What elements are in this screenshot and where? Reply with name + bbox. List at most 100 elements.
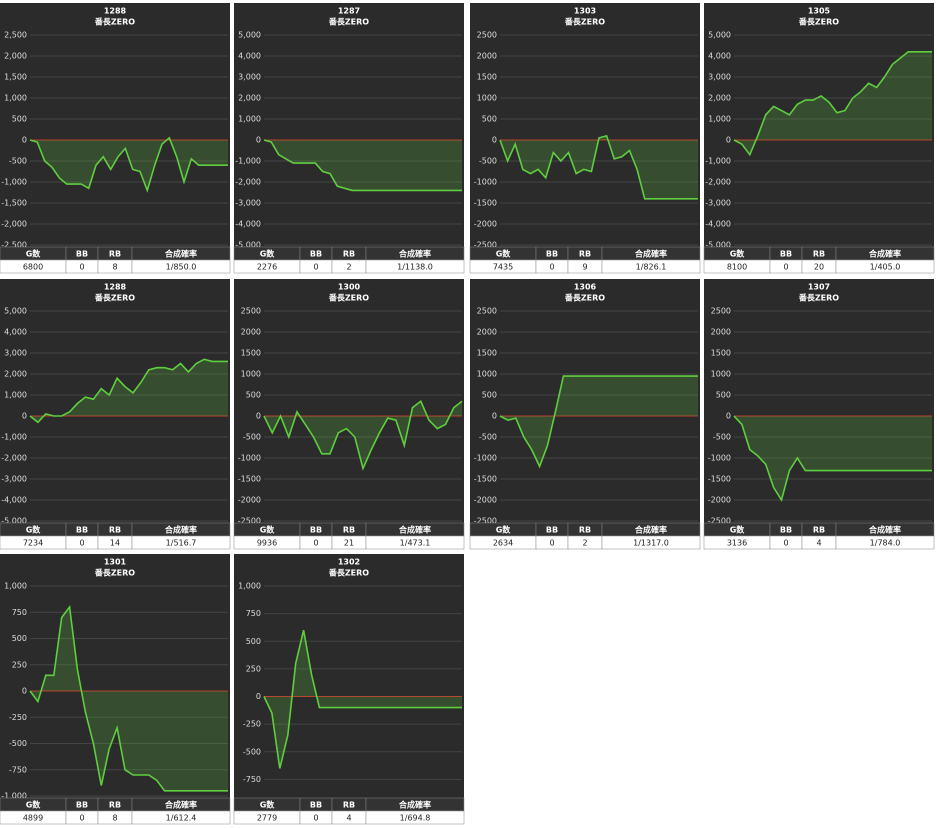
y-tick-label: -3,000	[705, 199, 731, 208]
y-tick-label: -750	[243, 775, 261, 784]
table-value: 2276	[257, 263, 277, 272]
table-value: 2	[346, 263, 351, 272]
table-value: 1/1138.0	[397, 263, 433, 272]
y-tick-label: -2,000	[705, 178, 731, 187]
table-header: 合成確率	[164, 525, 197, 535]
y-tick-label: 1000	[711, 370, 731, 379]
chart-subtitle: 番長ZERO	[94, 293, 135, 303]
y-tick-label: 1,000	[4, 391, 27, 400]
chart-subtitle: 番長ZERO	[328, 568, 369, 578]
line	[499, 134, 698, 200]
area-fill	[500, 135, 698, 199]
y-tick-label: -1500	[238, 475, 261, 484]
table-value: 1/516.7	[166, 539, 197, 548]
y-tick-label: -2000	[474, 496, 497, 505]
y-tick-label: -4,000	[1, 496, 27, 505]
table-value: 1/826.1	[636, 263, 667, 272]
table-value: 21	[344, 539, 354, 548]
table-value: 0	[313, 814, 318, 823]
table-header: BB	[780, 526, 792, 535]
plot-background	[704, 3, 934, 247]
table-value: 20	[814, 263, 824, 272]
y-tick-label: 0	[492, 412, 497, 421]
table-header: RB	[109, 801, 121, 810]
table-value: 2634	[493, 539, 513, 548]
table-header: RB	[343, 801, 355, 810]
y-tick-label: 4,000	[4, 328, 27, 337]
y-tick-label: 0	[22, 687, 27, 696]
table-header: G数	[496, 249, 512, 259]
y-tick-label: 2,000	[4, 370, 27, 379]
chart-title: 1301	[104, 558, 127, 567]
y-tick-label: -250	[9, 713, 27, 722]
table-header: BB	[780, 250, 792, 259]
y-tick-label: 1,000	[4, 94, 27, 103]
area-fill	[30, 359, 228, 423]
table-cell	[835, 259, 935, 274]
y-tick-label: -500	[479, 433, 497, 442]
chart-title: 1287	[338, 7, 360, 16]
area-fill	[500, 376, 698, 467]
y-tick-label: -2000	[238, 496, 261, 505]
table-value: 0	[549, 263, 554, 272]
table-cell	[131, 259, 231, 274]
table-header: G数	[26, 800, 42, 810]
y-tick-label: -2500	[474, 241, 497, 250]
table-value: 1/784.0	[870, 539, 901, 548]
y-tick-label: 0	[726, 136, 731, 145]
table-value: 1/612.4	[166, 814, 197, 823]
table-cell	[601, 259, 701, 274]
chart-subtitle: 番長ZERO	[798, 17, 839, 27]
chart-subtitle: 番長ZERO	[564, 293, 605, 303]
table-cell	[835, 535, 935, 550]
table-value: 8	[112, 814, 117, 823]
table-value: 4	[346, 814, 351, 823]
table-value: 9	[582, 263, 587, 272]
table-value: 3136	[727, 539, 747, 548]
table-header: 合成確率	[634, 249, 667, 259]
y-tick-label: -4,000	[235, 220, 261, 229]
y-tick-label: 250	[12, 660, 27, 669]
plot-background	[470, 3, 700, 247]
y-tick-label: 1,000	[708, 115, 731, 124]
y-tick-label: 1500	[711, 349, 731, 358]
table-cell	[131, 810, 231, 825]
table-value: 14	[110, 539, 120, 548]
area-fill	[264, 401, 462, 469]
y-tick-label: 0	[726, 412, 731, 421]
y-tick-label: 0	[256, 412, 261, 421]
table-cell	[601, 535, 701, 550]
table-header: RB	[813, 526, 825, 535]
chart-title: 1307	[808, 283, 830, 292]
y-tick-label: -1000	[474, 454, 497, 463]
table-header: BB	[310, 801, 322, 810]
y-tick-label: 1500	[477, 73, 497, 82]
y-tick-label: 500	[482, 115, 497, 124]
y-tick-label: -2,000	[1, 220, 27, 229]
y-tick-label: 0	[256, 692, 261, 701]
table-value: 0	[313, 539, 318, 548]
table-header: 合成確率	[164, 249, 197, 259]
y-tick-label: 3,000	[238, 73, 261, 82]
y-tick-label: -1,000	[1, 178, 27, 187]
y-tick-label: -2,500	[1, 241, 27, 250]
y-tick-label: 0	[492, 136, 497, 145]
chart-title: 1303	[574, 7, 596, 16]
line	[29, 604, 228, 792]
table-value: 8100	[727, 263, 747, 272]
y-tick-label: 250	[246, 664, 261, 673]
y-tick-label: -500	[713, 433, 731, 442]
table-value: 2779	[257, 814, 277, 823]
y-tick-label: 0	[22, 136, 27, 145]
y-tick-label: -2000	[708, 496, 731, 505]
y-tick-label: -1000	[238, 454, 261, 463]
table-value: 7435	[493, 263, 513, 272]
y-tick-label: 3,000	[708, 73, 731, 82]
y-tick-label: 2000	[241, 328, 261, 337]
plot-background	[0, 554, 230, 798]
table-value: 1/1317.0	[633, 539, 669, 548]
table-header: G数	[260, 525, 276, 535]
